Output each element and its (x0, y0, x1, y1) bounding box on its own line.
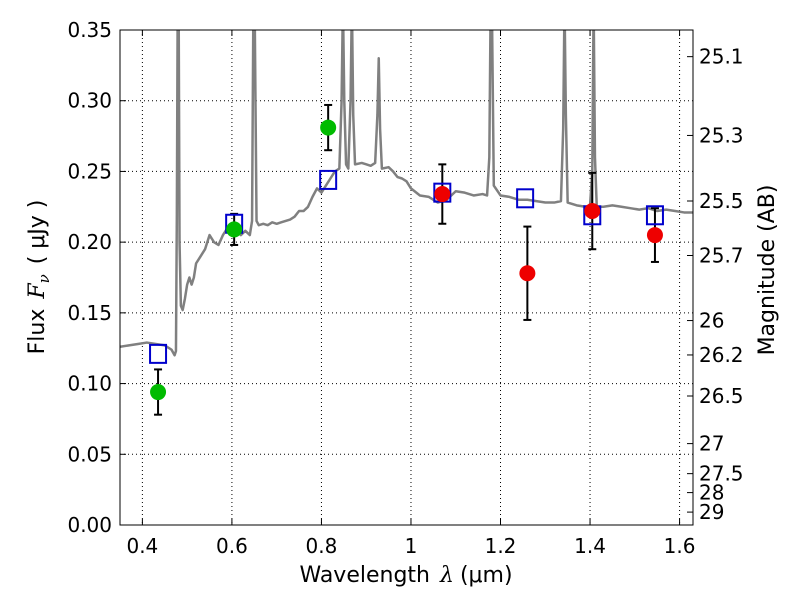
y-tick-label: 0.00 (67, 513, 112, 537)
x-tick-label: 1.2 (485, 534, 517, 558)
nir-point (519, 265, 536, 282)
y-axis-label: FluxFν( μJy ) (25, 200, 53, 355)
x-axis-label: Wavelength λ (μm) (299, 563, 512, 588)
nir-point (434, 186, 451, 203)
marker-layer (149, 119, 664, 401)
x-tick-label: 1.4 (574, 534, 606, 558)
right-tick-label: 26.2 (699, 343, 744, 367)
model-square-marker (645, 205, 664, 226)
nir-point (646, 227, 663, 244)
y-tick-label: 0.20 (67, 230, 112, 254)
y-tick-label: 0.35 (67, 18, 112, 42)
x-tick-label: 1.6 (664, 534, 696, 558)
plot-frame (119, 29, 694, 526)
spectrum-line (120, 30, 693, 357)
x-tick-label: 1 (405, 534, 418, 558)
optical-point (226, 221, 243, 238)
model-square-marker (319, 169, 338, 190)
grid-lines (120, 29, 693, 526)
optical-point (150, 384, 167, 401)
right-tick-label: 25.5 (699, 189, 744, 213)
right-tick-label: 26.5 (699, 384, 744, 408)
right-tick-label: 28 (699, 481, 724, 505)
model-square-marker (516, 188, 535, 209)
nir-point (584, 203, 601, 220)
y-tick-label: 0.15 (67, 301, 112, 325)
right-tick-label: 25.1 (699, 45, 744, 69)
x-tick-labels: 0.4 0.6 0.8 1 1.2 1.4 1.6 (126, 534, 695, 558)
right-tick-label: 29 (699, 500, 724, 524)
right-tick-label: 27 (699, 432, 724, 456)
y-tick-label: 0.10 (67, 372, 112, 396)
right-tick-label: 25.3 (699, 123, 744, 147)
optical-point (320, 119, 337, 136)
y-tick-label: 0.05 (67, 442, 112, 466)
right-axis-label: Magnitude (AB) (755, 185, 780, 356)
plot-background (120, 30, 693, 525)
tick-marks (120, 29, 693, 526)
y-tick-label: 0.25 (67, 159, 112, 183)
y-tick-label: 0.30 (67, 89, 112, 113)
y-tick-labels: 0.00 0.05 0.10 0.15 0.20 0.25 0.30 0.35 (67, 18, 112, 537)
x-tick-label: 0.4 (126, 534, 158, 558)
x-tick-label: 0.8 (306, 534, 338, 558)
right-tick-label: 25.7 (699, 243, 744, 267)
x-tick-label: 0.6 (216, 534, 248, 558)
model-square-marker (149, 343, 168, 364)
right-tick-label: 26 (699, 309, 724, 333)
right-tick-label: 27.5 (699, 462, 744, 486)
series-layer (120, 30, 693, 357)
